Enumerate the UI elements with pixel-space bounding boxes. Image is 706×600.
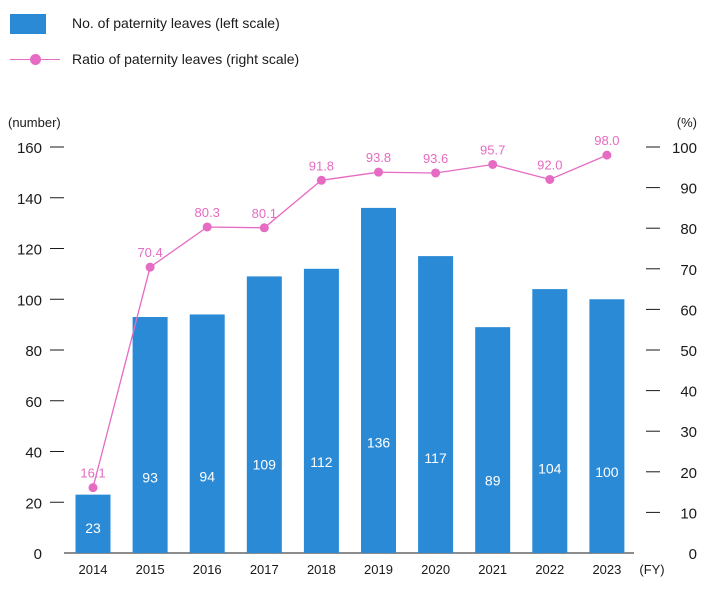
ratio-value-label: 80.1: [252, 206, 277, 221]
legend-bar-swatch: [10, 14, 46, 34]
ratio-point: [374, 167, 383, 177]
legend-line-label: Ratio of paternity leaves (right scale): [72, 51, 300, 67]
left-tick-label: 0: [34, 546, 42, 563]
x-tick-label: 2016: [193, 562, 222, 577]
bar-value-label: 100: [595, 464, 619, 480]
right-tick-label: 50: [680, 343, 697, 360]
x-axis-unit: (FY): [639, 562, 664, 577]
ratio-value-label: 93.8: [366, 150, 391, 165]
ratio-point: [488, 159, 498, 169]
x-tick-label: 2017: [250, 562, 279, 577]
right-tick-label: 30: [680, 424, 697, 441]
left-tick-label: 80: [25, 343, 42, 360]
ratio-value-label: 92.0: [537, 157, 562, 172]
ratio-value-label: 80.3: [195, 205, 220, 220]
bar-value-label: 93: [142, 469, 158, 485]
legend-dot-swatch: [30, 54, 41, 65]
bar-value-label: 136: [367, 435, 391, 451]
right-tick-label: 90: [680, 181, 697, 198]
left-tick-label: 60: [25, 394, 42, 411]
bar: [475, 327, 511, 553]
ratio-point: [545, 174, 555, 184]
bar-value-label: 117: [424, 450, 447, 466]
right-tick-label: 10: [680, 505, 697, 522]
bar-value-label: 89: [485, 473, 501, 489]
bar-value-label: 112: [310, 454, 333, 470]
x-tick-label: 2021: [478, 562, 507, 577]
bar: [132, 317, 168, 553]
bar: [246, 276, 282, 553]
ratio-point: [602, 150, 612, 160]
right-tick-label: 40: [680, 384, 697, 401]
bar: [532, 289, 568, 553]
right-tick-label: 60: [680, 302, 697, 319]
bar-value-label: 94: [199, 469, 215, 485]
ratio-point: [431, 168, 441, 178]
bar: [418, 256, 454, 553]
left-tick-label: 140: [17, 191, 42, 208]
legend-bar-label: No. of paternity leaves (left scale): [72, 15, 280, 31]
bar: [75, 494, 111, 553]
left-tick-label: 100: [17, 292, 42, 309]
x-tick-label: 2019: [364, 562, 393, 577]
x-tick-label: 2022: [535, 562, 564, 577]
left-tick-label: 40: [25, 445, 42, 462]
ratio-value-label: 91.8: [309, 158, 334, 173]
ratio-value-label: 70.4: [137, 245, 162, 260]
left-tick-label: 160: [17, 140, 42, 157]
x-tick-label: 2023: [592, 562, 621, 577]
bar: [589, 299, 625, 553]
left-axis-label: (number): [8, 115, 61, 130]
ratio-point: [88, 483, 98, 493]
x-tick-label: 2014: [79, 562, 108, 577]
bar: [361, 207, 396, 553]
ratio-point: [259, 223, 269, 233]
right-tick-label: 70: [680, 262, 697, 279]
bar-value-label: 109: [253, 456, 277, 472]
left-tick-label: 120: [17, 242, 42, 259]
bar: [189, 314, 225, 553]
ratio-point: [145, 262, 155, 272]
bar-value-label: 23: [85, 520, 101, 536]
right-tick-label: 0: [689, 546, 697, 563]
ratio-value-label: 16.1: [80, 466, 105, 481]
x-tick-label: 2015: [136, 562, 165, 577]
bar-value-label: 104: [538, 461, 562, 477]
left-tick-label: 20: [25, 495, 42, 512]
right-tick-label: 80: [680, 221, 697, 238]
ratio-value-label: 98.0: [594, 133, 619, 148]
x-tick-label: 2020: [421, 562, 450, 577]
right-tick-label: 20: [680, 465, 697, 482]
right-axis-label: (%): [677, 115, 697, 130]
ratio-line: [92, 154, 608, 488]
right-tick-label: 100: [672, 140, 697, 157]
ratio-point: [202, 222, 212, 232]
bar: [303, 268, 339, 553]
ratio-value-label: 93.6: [423, 151, 448, 166]
ratio-value-label: 95.7: [480, 142, 505, 157]
ratio-point: [316, 175, 326, 185]
x-tick-label: 2018: [307, 562, 336, 577]
